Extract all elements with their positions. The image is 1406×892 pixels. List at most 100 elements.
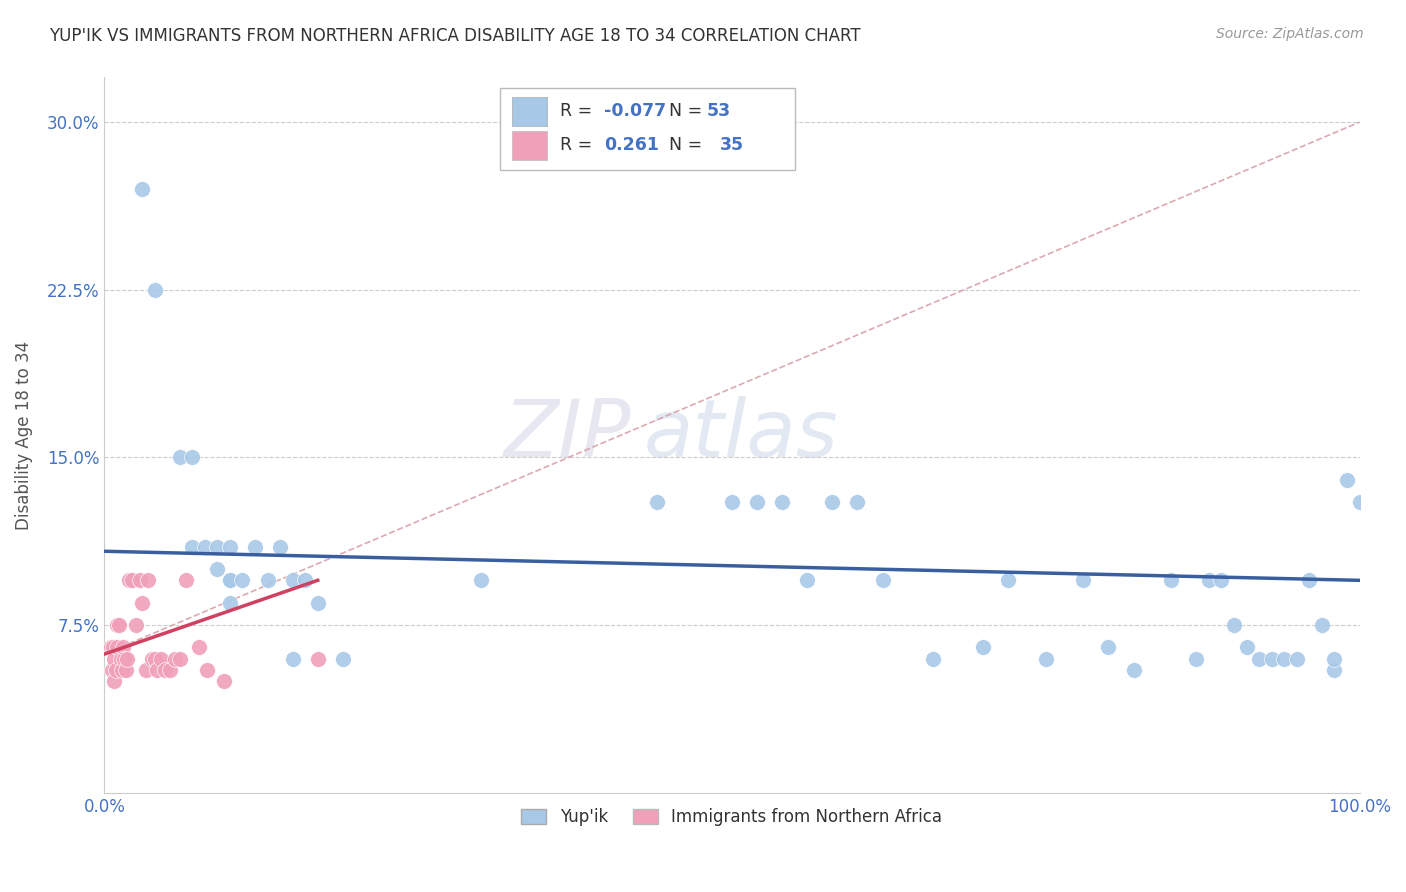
Point bbox=[219, 574, 242, 588]
Point bbox=[105, 640, 128, 655]
Point bbox=[105, 618, 128, 632]
Text: YUP'IK VS IMMIGRANTS FROM NORTHERN AFRICA DISABILITY AGE 18 TO 34 CORRELATION CH: YUP'IK VS IMMIGRANTS FROM NORTHERN AFRIC… bbox=[49, 27, 860, 45]
Point bbox=[194, 540, 217, 554]
Text: 35: 35 bbox=[720, 136, 744, 154]
Point bbox=[149, 651, 172, 665]
Text: R =: R = bbox=[560, 102, 598, 120]
Point bbox=[645, 495, 668, 509]
Point bbox=[143, 651, 166, 665]
Point bbox=[104, 663, 127, 677]
Point bbox=[307, 596, 329, 610]
Point bbox=[997, 574, 1019, 588]
Point bbox=[108, 618, 131, 632]
Text: 0.261: 0.261 bbox=[605, 136, 659, 154]
Point bbox=[169, 651, 191, 665]
Point bbox=[1236, 640, 1258, 655]
Point bbox=[1298, 574, 1320, 588]
Point bbox=[1211, 574, 1233, 588]
Point bbox=[146, 663, 169, 677]
Point bbox=[972, 640, 994, 655]
Point bbox=[269, 540, 291, 554]
Point bbox=[821, 495, 844, 509]
Point bbox=[181, 540, 204, 554]
Point bbox=[159, 663, 181, 677]
Point bbox=[219, 596, 242, 610]
Point bbox=[256, 574, 278, 588]
Point bbox=[1249, 651, 1271, 665]
Point bbox=[110, 651, 132, 665]
Point bbox=[1310, 618, 1333, 632]
Point bbox=[103, 651, 125, 665]
Point bbox=[1223, 618, 1246, 632]
Point bbox=[1323, 663, 1346, 677]
Point bbox=[1035, 651, 1057, 665]
Point bbox=[219, 574, 242, 588]
Point bbox=[231, 574, 253, 588]
Point bbox=[1336, 473, 1358, 487]
Point bbox=[100, 640, 122, 655]
Point bbox=[136, 574, 159, 588]
Point bbox=[128, 574, 150, 588]
Point bbox=[1160, 574, 1182, 588]
Point bbox=[1073, 574, 1095, 588]
Point bbox=[721, 495, 744, 509]
Point bbox=[103, 673, 125, 688]
Y-axis label: Disability Age 18 to 34: Disability Age 18 to 34 bbox=[15, 341, 32, 530]
Point bbox=[796, 574, 818, 588]
Point bbox=[143, 283, 166, 297]
Text: Source: ZipAtlas.com: Source: ZipAtlas.com bbox=[1216, 27, 1364, 41]
Point bbox=[1272, 651, 1295, 665]
Point bbox=[163, 651, 186, 665]
Text: 53: 53 bbox=[707, 102, 731, 120]
Point bbox=[470, 574, 492, 588]
Legend: Yup'ik, Immigrants from Northern Africa: Yup'ik, Immigrants from Northern Africa bbox=[513, 800, 950, 834]
Point bbox=[135, 663, 157, 677]
Text: N =: N = bbox=[669, 102, 709, 120]
Point bbox=[174, 574, 197, 588]
Point bbox=[101, 663, 124, 677]
FancyBboxPatch shape bbox=[512, 131, 547, 160]
Point bbox=[195, 663, 218, 677]
Point bbox=[181, 450, 204, 465]
Point bbox=[332, 651, 354, 665]
Point bbox=[112, 640, 135, 655]
Point bbox=[281, 651, 304, 665]
Point bbox=[770, 495, 793, 509]
Point bbox=[846, 495, 869, 509]
Point bbox=[101, 640, 124, 655]
Point bbox=[1323, 651, 1346, 665]
Text: atlas: atlas bbox=[644, 396, 839, 474]
Point bbox=[111, 663, 134, 677]
Text: ZIP: ZIP bbox=[505, 396, 631, 474]
Text: N =: N = bbox=[669, 136, 709, 154]
Point bbox=[207, 540, 229, 554]
Point bbox=[141, 651, 163, 665]
Point bbox=[307, 651, 329, 665]
Point bbox=[1285, 651, 1308, 665]
Point bbox=[121, 574, 143, 588]
Point bbox=[1185, 651, 1208, 665]
Text: R =: R = bbox=[560, 136, 598, 154]
Point bbox=[243, 540, 266, 554]
Point bbox=[114, 663, 136, 677]
Point bbox=[872, 574, 894, 588]
Point bbox=[921, 651, 943, 665]
Point bbox=[118, 574, 141, 588]
Point bbox=[131, 182, 153, 196]
Point bbox=[169, 450, 191, 465]
FancyBboxPatch shape bbox=[512, 97, 547, 126]
Point bbox=[745, 495, 768, 509]
Point bbox=[281, 574, 304, 588]
Point bbox=[1097, 640, 1119, 655]
Point bbox=[187, 640, 209, 655]
Point bbox=[1122, 663, 1144, 677]
FancyBboxPatch shape bbox=[499, 88, 794, 170]
Point bbox=[153, 663, 176, 677]
Point bbox=[125, 618, 148, 632]
Point bbox=[131, 596, 153, 610]
Point bbox=[1198, 574, 1220, 588]
Point bbox=[1348, 495, 1371, 509]
Point bbox=[114, 651, 136, 665]
Point bbox=[115, 651, 138, 665]
Point bbox=[219, 540, 242, 554]
